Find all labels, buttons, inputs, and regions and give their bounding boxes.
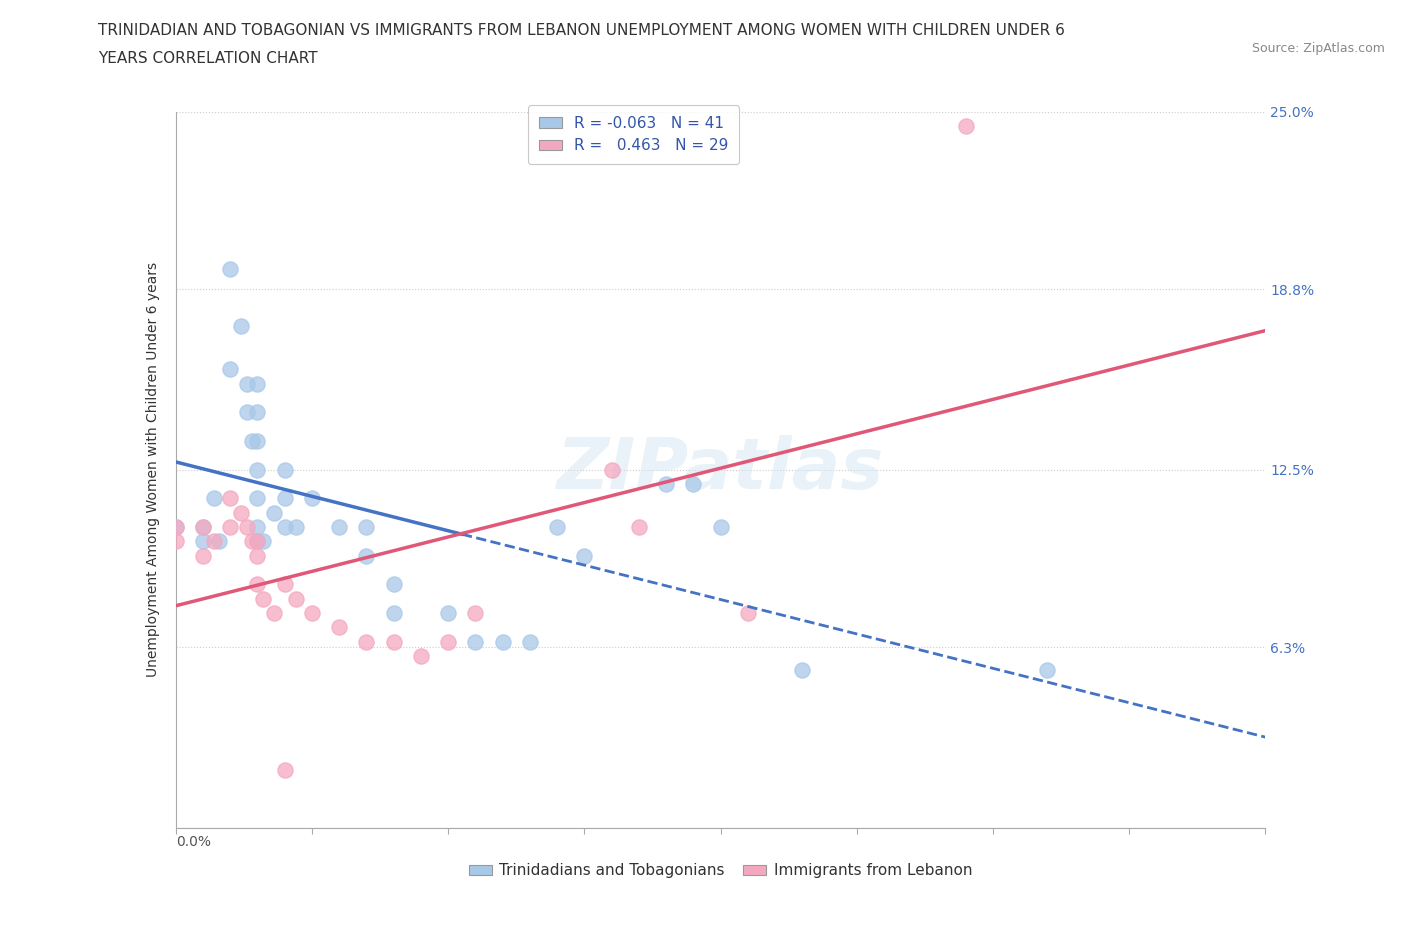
Point <box>165 534 187 549</box>
Point <box>600 462 623 477</box>
Point <box>235 377 257 392</box>
Point <box>246 520 269 535</box>
Point <box>792 663 814 678</box>
Point <box>274 462 297 477</box>
Point <box>382 634 405 649</box>
Point <box>191 520 214 535</box>
Point <box>240 433 263 448</box>
Point <box>219 362 242 377</box>
Text: 0.0%: 0.0% <box>176 834 211 848</box>
Point <box>235 405 257 419</box>
Text: TRINIDADIAN AND TOBAGONIAN VS IMMIGRANTS FROM LEBANON UNEMPLOYMENT AMONG WOMEN W: TRINIDADIAN AND TOBAGONIAN VS IMMIGRANTS… <box>98 23 1066 38</box>
Point <box>1036 663 1059 678</box>
Point <box>240 534 263 549</box>
Point <box>165 520 187 535</box>
Point <box>191 534 214 549</box>
Point <box>263 605 285 620</box>
Point <box>284 591 307 606</box>
Text: Source: ZipAtlas.com: Source: ZipAtlas.com <box>1251 42 1385 55</box>
Point <box>235 520 257 535</box>
Point <box>710 520 733 535</box>
Point <box>231 319 253 334</box>
Point <box>202 491 225 506</box>
Point <box>682 476 704 491</box>
Point <box>464 605 486 620</box>
Point <box>246 534 269 549</box>
Point <box>737 605 759 620</box>
Point <box>492 634 515 649</box>
Point <box>301 605 323 620</box>
Point <box>955 118 977 133</box>
Point <box>274 491 297 506</box>
Point <box>202 534 225 549</box>
Point <box>246 433 269 448</box>
Point <box>219 261 242 276</box>
Point <box>219 491 242 506</box>
Point <box>252 534 274 549</box>
Point <box>328 520 350 535</box>
Text: ZIPatlas: ZIPatlas <box>557 435 884 504</box>
Legend: Trinidadians and Tobagonians, Immigrants from Lebanon: Trinidadians and Tobagonians, Immigrants… <box>463 857 979 884</box>
Point <box>219 520 242 535</box>
Point <box>356 634 378 649</box>
Point <box>191 548 214 563</box>
Point <box>246 577 269 591</box>
Point <box>464 634 486 649</box>
Point <box>655 476 678 491</box>
Point <box>246 548 269 563</box>
Point <box>246 405 269 419</box>
Text: YEARS CORRELATION CHART: YEARS CORRELATION CHART <box>98 51 318 66</box>
Point <box>246 491 269 506</box>
Point <box>437 605 460 620</box>
Point <box>246 377 269 392</box>
Point <box>519 634 541 649</box>
Point <box>274 577 297 591</box>
Point <box>274 763 297 777</box>
Point <box>301 491 323 506</box>
Point <box>246 534 269 549</box>
Point <box>263 505 285 520</box>
Point <box>284 520 307 535</box>
Point <box>382 577 405 591</box>
Point <box>231 505 253 520</box>
Point <box>574 548 596 563</box>
Y-axis label: Unemployment Among Women with Children Under 6 years: Unemployment Among Women with Children U… <box>146 262 160 677</box>
Point <box>356 520 378 535</box>
Point <box>208 534 231 549</box>
Point <box>165 520 187 535</box>
Point <box>546 520 568 535</box>
Point <box>328 619 350 634</box>
Point <box>356 548 378 563</box>
Point <box>409 648 432 663</box>
Point <box>627 520 650 535</box>
Point <box>191 520 214 535</box>
Point <box>382 605 405 620</box>
Point <box>274 520 297 535</box>
Point <box>246 462 269 477</box>
Point <box>437 634 460 649</box>
Point <box>252 591 274 606</box>
